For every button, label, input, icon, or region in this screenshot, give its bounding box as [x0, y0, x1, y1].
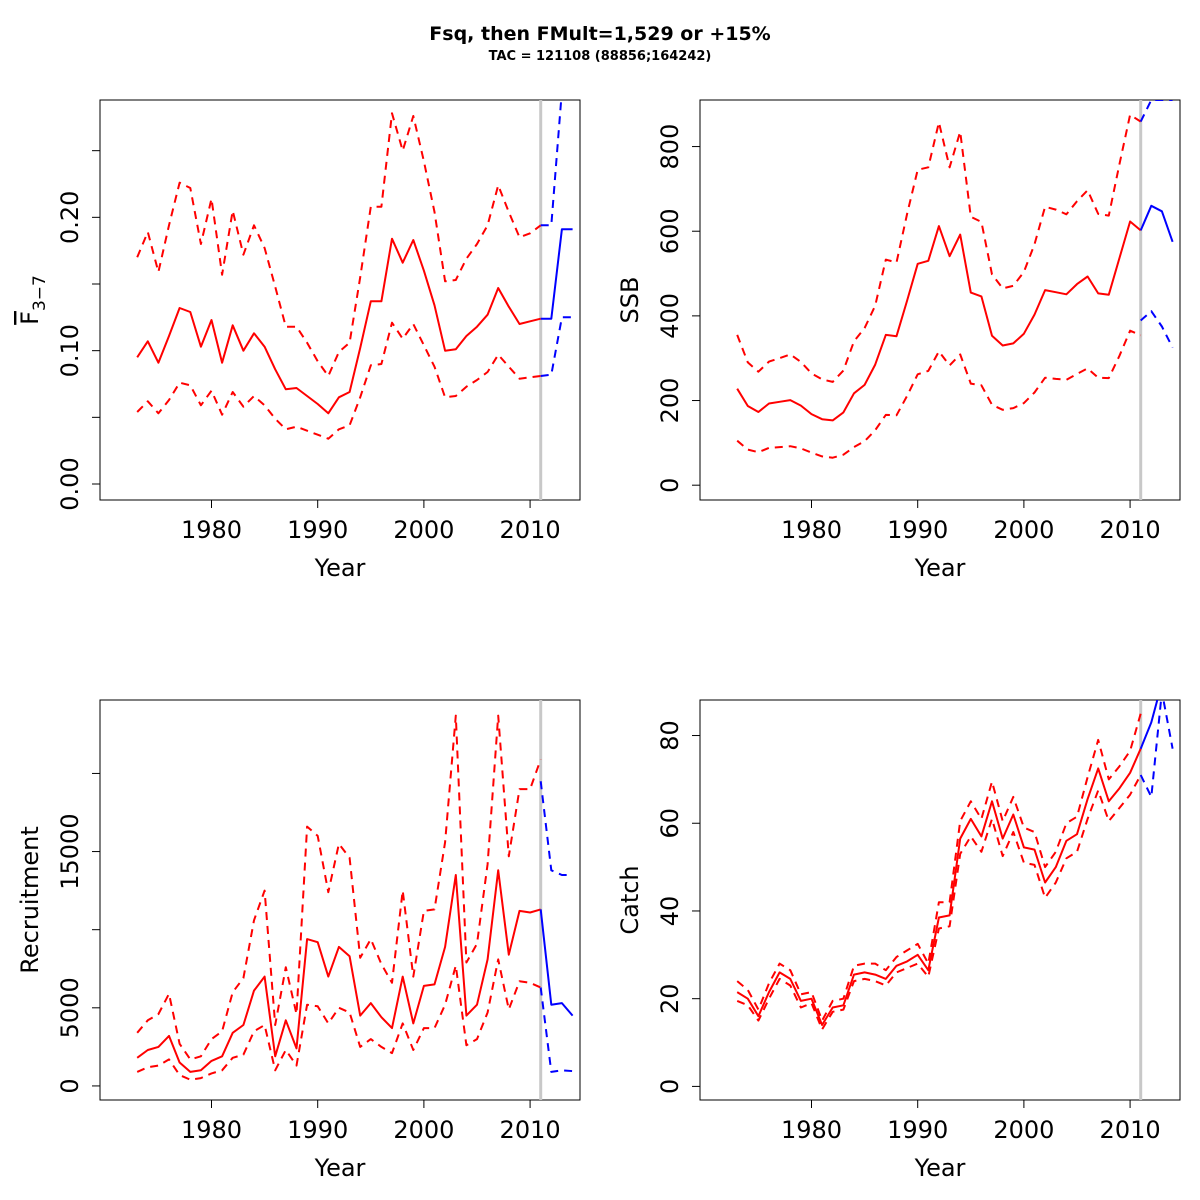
plot-area [736, 100, 1174, 500]
x-tick-label: 1980 [181, 1116, 242, 1144]
historic-lower-line [136, 958, 542, 1081]
plot-frame [699, 699, 1181, 1101]
plot-frame [699, 99, 1181, 501]
y-tick-label: 0 [656, 1079, 684, 1094]
forecast-lower-line [1140, 310, 1174, 349]
historic-estimate-line [736, 748, 1142, 1026]
plot-frame [99, 99, 581, 501]
historic-upper-line [736, 713, 1142, 1022]
x-tick-label: 2010 [500, 516, 561, 544]
forecast-lower-line [1139, 700, 1174, 798]
panel-0: 1980 1990 2000 2010 Year 0.00 0.10 0.20 F3−7 [16, 99, 581, 582]
y-tick-label: 0 [56, 1078, 84, 1093]
x-tick-label: 2000 [393, 516, 454, 544]
x-tick-label: 2000 [993, 516, 1054, 544]
panel-2: 1980 1990 2000 2010 Year 0 5000 15000 Recruitmen… [16, 699, 581, 1182]
x-axis-title: Year [314, 1154, 366, 1182]
historic-lower-line [736, 774, 1142, 1031]
y-tick-label: 80 [656, 720, 684, 751]
panel-3: 1980 1990 2000 2010 Year 0 20 40 60 80 Catch [616, 699, 1181, 1182]
x-tick-label: 1980 [781, 516, 842, 544]
y-axis-title: Catch [616, 865, 644, 934]
plot-area [136, 700, 574, 1100]
historic-upper-line [736, 113, 1142, 383]
y-axis-title: Recruitment [16, 826, 44, 973]
y-tick-label: 0.20 [56, 191, 84, 244]
historic-estimate-line [136, 869, 541, 1073]
historic-estimate-line [136, 237, 541, 415]
y-axis-title: SSB [616, 277, 644, 324]
y-tick-label: 400 [656, 293, 684, 339]
forecast-estimate-line [540, 228, 573, 320]
y-tick-label: 600 [656, 208, 684, 254]
y-tick-label: 0.00 [56, 457, 84, 510]
y-tick-label: 60 [656, 808, 684, 839]
y-tick-label: 0.10 [56, 324, 84, 377]
plot-area [736, 700, 1174, 1100]
historic-lower-line [136, 321, 541, 440]
x-tick-label: 2010 [500, 1116, 561, 1144]
y-tick-label: 200 [656, 378, 684, 424]
x-axis-title: Year [914, 554, 966, 582]
x-tick-label: 1980 [181, 516, 242, 544]
historic-lower-line [736, 329, 1142, 459]
y-tick-label: 5000 [56, 977, 84, 1038]
y-axis-title: F3−7 [16, 275, 50, 325]
forecast-upper-line [539, 781, 573, 876]
forecast-upper-line [1139, 100, 1173, 123]
x-tick-label: 2010 [1100, 516, 1161, 544]
plot-area [136, 100, 573, 500]
forecast-estimate-line [1139, 204, 1174, 243]
plot-frame [99, 699, 581, 1101]
panel-1: 1980 1990 2000 2010 Year 0 200 400 600 800 SSB [616, 99, 1181, 582]
x-tick-label: 1990 [887, 516, 948, 544]
historic-estimate-line [736, 220, 1142, 422]
forecast-upper-line [540, 100, 563, 227]
x-axis-title: Year [914, 1154, 966, 1182]
y-tick-label: 0 [656, 478, 684, 493]
forecast-lower-line [540, 316, 573, 377]
forecast-estimate-line [539, 909, 574, 1017]
x-tick-label: 1980 [781, 1116, 842, 1144]
y-tick-label: 20 [656, 983, 684, 1014]
historic-upper-line [136, 714, 542, 1061]
y-tick-label: 15000 [56, 813, 84, 889]
y-tick-label: 40 [656, 896, 684, 927]
forecast-estimate-line [1139, 700, 1159, 750]
forecast-lower-line [539, 987, 573, 1073]
x-tick-label: 1990 [887, 1116, 948, 1144]
x-axis-title: Year [314, 554, 366, 582]
x-tick-label: 1990 [287, 1116, 348, 1144]
figure-title: Fsq, then FMult=1,529 or +15% [429, 23, 770, 45]
x-tick-label: 2000 [993, 1116, 1054, 1144]
x-tick-label: 2000 [393, 1116, 454, 1144]
historic-upper-line [136, 112, 542, 377]
x-tick-label: 1990 [287, 516, 348, 544]
x-tick-label: 2010 [1100, 1116, 1161, 1144]
y-tick-label: 800 [656, 124, 684, 170]
figure-subtitle: TAC = 121108 (88856;164242) [489, 49, 712, 64]
